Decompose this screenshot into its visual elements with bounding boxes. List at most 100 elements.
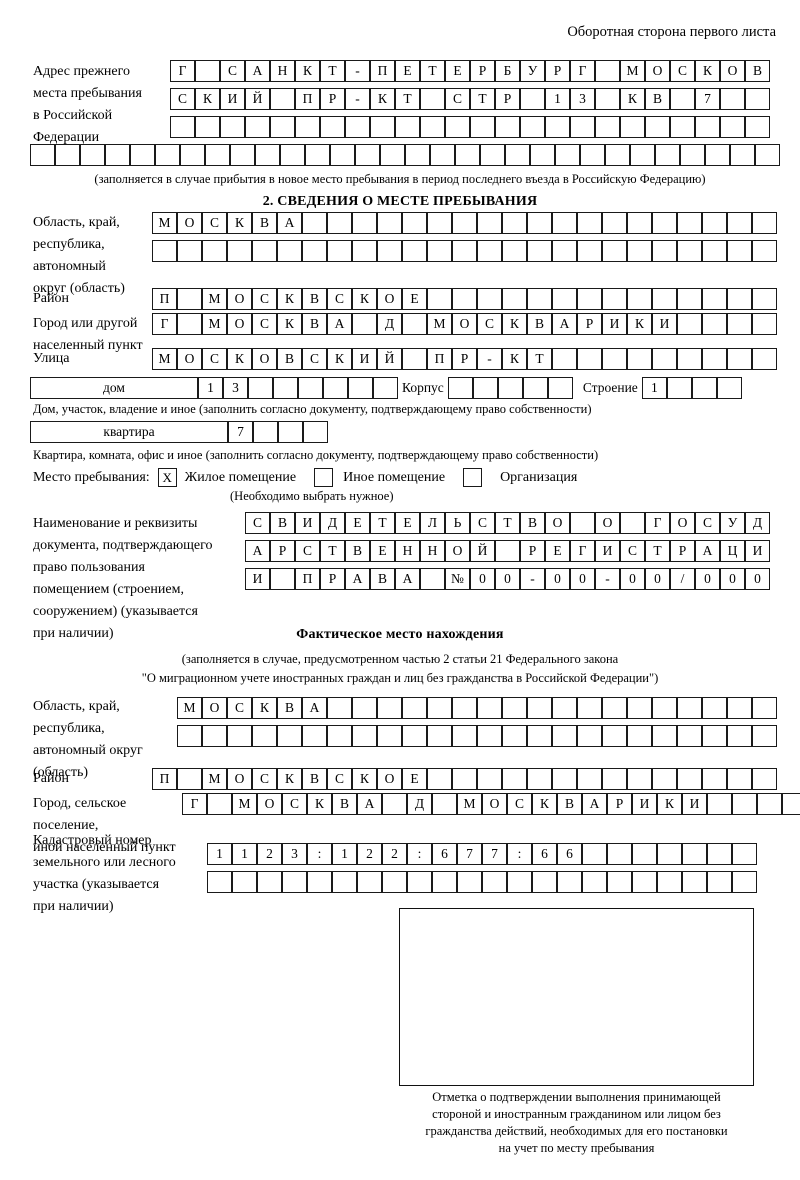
form-cell[interactable] — [232, 871, 257, 893]
form-cell[interactable] — [727, 768, 752, 790]
form-cell[interactable] — [707, 843, 732, 865]
form-cell[interactable] — [627, 768, 652, 790]
form-cell[interactable] — [727, 288, 752, 310]
form-cell[interactable] — [627, 697, 652, 719]
house-cell[interactable] — [273, 377, 298, 399]
form-cell[interactable]: Е — [370, 540, 395, 562]
form-cell[interactable]: 6 — [557, 843, 582, 865]
form-cell[interactable]: - — [477, 348, 502, 370]
form-cell[interactable]: 0 — [620, 568, 645, 590]
form-cell[interactable] — [620, 116, 645, 138]
form-cell[interactable] — [155, 144, 180, 166]
house-cell[interactable]: 1 — [198, 377, 223, 399]
form-cell[interactable] — [595, 88, 620, 110]
form-cell[interactable]: Ц — [720, 540, 745, 562]
form-cell[interactable]: Т — [645, 540, 670, 562]
form-cell[interactable]: 7 — [695, 88, 720, 110]
form-cell[interactable] — [602, 288, 627, 310]
form-cell[interactable] — [652, 288, 677, 310]
form-cell[interactable] — [527, 768, 552, 790]
house-cell[interactable] — [348, 377, 373, 399]
form-cell[interactable] — [602, 697, 627, 719]
form-cell[interactable] — [582, 871, 607, 893]
form-cell[interactable] — [570, 116, 595, 138]
form-cell[interactable] — [705, 144, 730, 166]
form-cell[interactable] — [502, 288, 527, 310]
form-cell[interactable] — [420, 88, 445, 110]
form-cell[interactable]: А — [357, 793, 382, 815]
previous-address-row-0[interactable] — [30, 144, 780, 166]
form-cell[interactable]: - — [520, 568, 545, 590]
form-cell[interactable]: - — [345, 60, 370, 82]
form-cell[interactable]: 0 — [570, 568, 595, 590]
form-cell[interactable]: 0 — [545, 568, 570, 590]
form-cell[interactable] — [130, 144, 155, 166]
form-cell[interactable] — [627, 348, 652, 370]
form-cell[interactable]: Д — [745, 512, 770, 534]
form-cell[interactable]: У — [720, 512, 745, 534]
form-cell[interactable]: Й — [470, 540, 495, 562]
form-cell[interactable]: Б — [495, 60, 520, 82]
form-cell[interactable] — [170, 116, 195, 138]
form-cell[interactable]: И — [602, 313, 627, 335]
house-cell[interactable] — [323, 377, 348, 399]
form-cell[interactable] — [427, 725, 452, 747]
form-cell[interactable]: : — [407, 843, 432, 865]
form-cell[interactable]: 7 — [457, 843, 482, 865]
form-cell[interactable]: К — [695, 60, 720, 82]
form-cell[interactable]: 0 — [695, 568, 720, 590]
form-cell[interactable] — [270, 88, 295, 110]
form-cell[interactable] — [755, 144, 780, 166]
form-cell[interactable] — [520, 116, 545, 138]
form-cell[interactable]: Е — [445, 60, 470, 82]
form-cell[interactable] — [352, 697, 377, 719]
form-cell[interactable] — [752, 288, 777, 310]
form-cell[interactable]: Т — [395, 88, 420, 110]
form-cell[interactable] — [577, 212, 602, 234]
form-cell[interactable] — [677, 348, 702, 370]
form-cell[interactable]: Р — [545, 60, 570, 82]
form-cell[interactable]: С — [227, 697, 252, 719]
form-cell[interactable]: А — [552, 313, 577, 335]
form-cell[interactable] — [427, 240, 452, 262]
form-cell[interactable]: 6 — [532, 843, 557, 865]
form-cell[interactable]: 2 — [257, 843, 282, 865]
form-cell[interactable] — [620, 512, 645, 534]
form-cell[interactable] — [230, 144, 255, 166]
form-cell[interactable] — [402, 212, 427, 234]
form-cell[interactable] — [752, 768, 777, 790]
form-cell[interactable]: А — [395, 568, 420, 590]
form-cell[interactable] — [327, 212, 352, 234]
form-cell[interactable]: В — [270, 512, 295, 534]
form-cell[interactable] — [477, 768, 502, 790]
form-cell[interactable]: 0 — [745, 568, 770, 590]
form-cell[interactable] — [570, 512, 595, 534]
form-cell[interactable]: Т — [495, 512, 520, 534]
form-cell[interactable]: С — [477, 313, 502, 335]
form-cell[interactable] — [745, 116, 770, 138]
form-cell[interactable]: М — [457, 793, 482, 815]
form-cell[interactable] — [727, 725, 752, 747]
form-cell[interactable] — [452, 768, 477, 790]
form-cell[interactable] — [732, 843, 757, 865]
flat-cells[interactable]: 7 — [228, 421, 328, 443]
form-cell[interactable]: М — [202, 313, 227, 335]
flat-row[interactable]: квартира 7 — [30, 421, 328, 443]
form-cell[interactable]: С — [445, 88, 470, 110]
form-cell[interactable] — [495, 116, 520, 138]
form-cell[interactable] — [727, 348, 752, 370]
form-cell[interactable] — [552, 697, 577, 719]
form-cell[interactable] — [377, 725, 402, 747]
form-cell[interactable] — [677, 313, 702, 335]
form-cell[interactable] — [605, 144, 630, 166]
form-cell[interactable]: М — [177, 697, 202, 719]
form-cell[interactable]: С — [220, 60, 245, 82]
form-cell[interactable] — [202, 240, 227, 262]
form-cell[interactable] — [752, 313, 777, 335]
form-cell[interactable] — [402, 348, 427, 370]
form-cell[interactable]: 3 — [282, 843, 307, 865]
